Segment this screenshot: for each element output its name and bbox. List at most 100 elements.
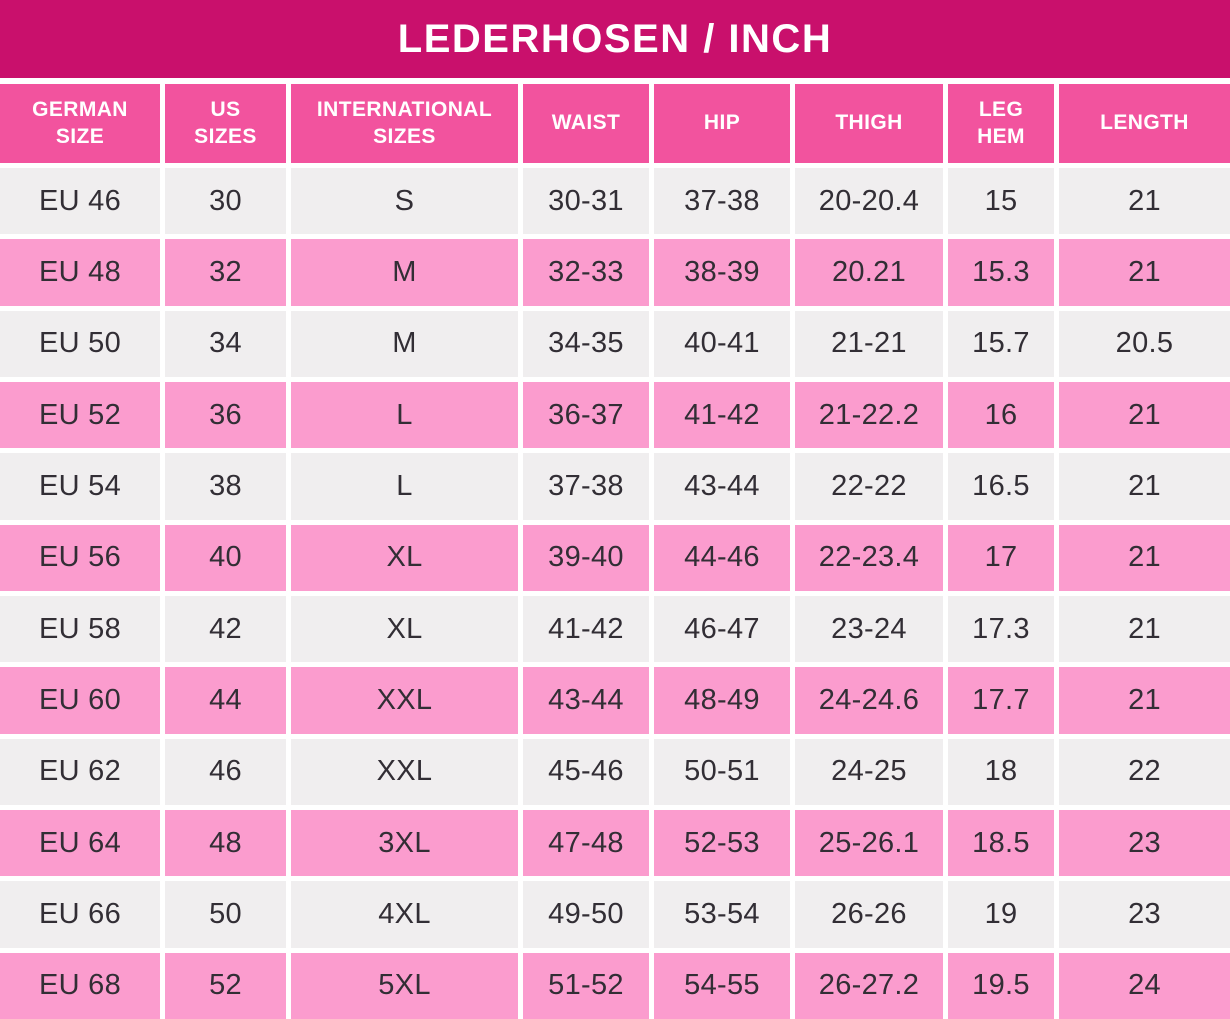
table-cell-thigh: 21-21 <box>795 310 943 377</box>
table-cell-international-sizes: L <box>291 453 518 520</box>
table-cell-international-sizes: M <box>291 239 518 306</box>
table-cell-international-sizes: L <box>291 382 518 449</box>
table-cell-thigh: 22-23.4 <box>795 524 943 591</box>
table-cell-german-size: EU 64 <box>0 810 160 877</box>
table-cell-length: 22 <box>1059 738 1230 805</box>
table-cell-leg-hem: 16.5 <box>948 453 1054 520</box>
table-cell-international-sizes: XL <box>291 596 518 663</box>
table-cell-international-sizes: XXL <box>291 738 518 805</box>
table-cell-us-sizes: 34 <box>165 310 286 377</box>
table-cell-waist: 39-40 <box>523 524 649 591</box>
table-cell-international-sizes: XXL <box>291 667 518 734</box>
table-cell-hip: 43-44 <box>654 453 790 520</box>
table-cell-german-size: EU 62 <box>0 738 160 805</box>
table-cell-hip: 41-42 <box>654 382 790 449</box>
table-cell-international-sizes: S <box>291 168 518 235</box>
table-cell-length: 21 <box>1059 596 1230 663</box>
table-cell-thigh: 23-24 <box>795 596 943 663</box>
table-cell-leg-hem: 15.7 <box>948 310 1054 377</box>
table-cell-thigh: 24-25 <box>795 738 943 805</box>
table-cell-german-size: EU 54 <box>0 453 160 520</box>
table-cell-us-sizes: 42 <box>165 596 286 663</box>
table-cell-waist: 34-35 <box>523 310 649 377</box>
table-cell-thigh: 26-26 <box>795 881 943 948</box>
table-cell-thigh: 21-22.2 <box>795 382 943 449</box>
table-cell-hip: 53-54 <box>654 881 790 948</box>
table-cell-leg-hem: 17.7 <box>948 667 1054 734</box>
table-cell-length: 21 <box>1059 524 1230 591</box>
table-cell-thigh: 20.21 <box>795 239 943 306</box>
table-cell-hip: 37-38 <box>654 168 790 235</box>
table-cell-waist: 32-33 <box>523 239 649 306</box>
table-cell-german-size: EU 46 <box>0 168 160 235</box>
table-cell-us-sizes: 32 <box>165 239 286 306</box>
table-cell-us-sizes: 46 <box>165 738 286 805</box>
table-cell-waist: 41-42 <box>523 596 649 663</box>
table-cell-german-size: EU 68 <box>0 952 160 1019</box>
table-cell-thigh: 22-22 <box>795 453 943 520</box>
column-header-length: LENGTH <box>1059 84 1230 163</box>
table-cell-hip: 46-47 <box>654 596 790 663</box>
table-cell-international-sizes: 3XL <box>291 810 518 877</box>
table-cell-hip: 50-51 <box>654 738 790 805</box>
table-cell-german-size: EU 60 <box>0 667 160 734</box>
table-cell-international-sizes: 4XL <box>291 881 518 948</box>
table-cell-us-sizes: 52 <box>165 952 286 1019</box>
table-cell-waist: 45-46 <box>523 738 649 805</box>
table-cell-waist: 47-48 <box>523 810 649 877</box>
table-cell-german-size: EU 66 <box>0 881 160 948</box>
column-header-thigh: THIGH <box>795 84 943 163</box>
table-cell-length: 21 <box>1059 239 1230 306</box>
table-cell-leg-hem: 16 <box>948 382 1054 449</box>
table-cell-hip: 40-41 <box>654 310 790 377</box>
table-cell-length: 21 <box>1059 382 1230 449</box>
table-cell-us-sizes: 38 <box>165 453 286 520</box>
table-cell-leg-hem: 17.3 <box>948 596 1054 663</box>
table-cell-hip: 52-53 <box>654 810 790 877</box>
table-cell-hip: 44-46 <box>654 524 790 591</box>
table-cell-german-size: EU 52 <box>0 382 160 449</box>
table-cell-us-sizes: 40 <box>165 524 286 591</box>
page-title: LEDERHOSEN / INCH <box>397 16 833 61</box>
table-cell-length: 23 <box>1059 881 1230 948</box>
table-cell-thigh: 25-26.1 <box>795 810 943 877</box>
table-cell-length: 24 <box>1059 952 1230 1019</box>
table-cell-waist: 49-50 <box>523 881 649 948</box>
table-cell-german-size: EU 56 <box>0 524 160 591</box>
column-header-international-sizes: INTERNATIONAL SIZES <box>291 84 518 163</box>
table-cell-length: 20.5 <box>1059 310 1230 377</box>
table-cell-us-sizes: 44 <box>165 667 286 734</box>
title-bar: LEDERHOSEN / INCH <box>0 0 1230 78</box>
table-cell-leg-hem: 18.5 <box>948 810 1054 877</box>
table-cell-length: 21 <box>1059 453 1230 520</box>
table-cell-waist: 37-38 <box>523 453 649 520</box>
table-cell-waist: 30-31 <box>523 168 649 235</box>
table-cell-leg-hem: 15 <box>948 168 1054 235</box>
table-cell-leg-hem: 15.3 <box>948 239 1054 306</box>
column-header-german-size: GERMAN SIZE <box>0 84 160 163</box>
column-header-waist: WAIST <box>523 84 649 163</box>
table-cell-hip: 48-49 <box>654 667 790 734</box>
column-header-hip: HIP <box>654 84 790 163</box>
table-cell-length: 23 <box>1059 810 1230 877</box>
table-cell-german-size: EU 50 <box>0 310 160 377</box>
table-cell-leg-hem: 18 <box>948 738 1054 805</box>
table-cell-us-sizes: 50 <box>165 881 286 948</box>
table-cell-hip: 54-55 <box>654 952 790 1019</box>
table-cell-waist: 51-52 <box>523 952 649 1019</box>
table-cell-leg-hem: 19.5 <box>948 952 1054 1019</box>
table-cell-thigh: 20-20.4 <box>795 168 943 235</box>
table-cell-leg-hem: 17 <box>948 524 1054 591</box>
table-cell-leg-hem: 19 <box>948 881 1054 948</box>
table-cell-us-sizes: 48 <box>165 810 286 877</box>
table-cell-international-sizes: XL <box>291 524 518 591</box>
table-cell-us-sizes: 36 <box>165 382 286 449</box>
column-header-leg-hem: LEG HEM <box>948 84 1054 163</box>
size-table: GERMAN SIZE US SIZES INTERNATIONAL SIZES WA… <box>0 84 1230 1019</box>
table-cell-thigh: 24-24.6 <box>795 667 943 734</box>
table-cell-thigh: 26-27.2 <box>795 952 943 1019</box>
column-header-us-sizes: US SIZES <box>165 84 286 163</box>
table-cell-hip: 38-39 <box>654 239 790 306</box>
table-cell-german-size: EU 58 <box>0 596 160 663</box>
table-cell-international-sizes: 5XL <box>291 952 518 1019</box>
